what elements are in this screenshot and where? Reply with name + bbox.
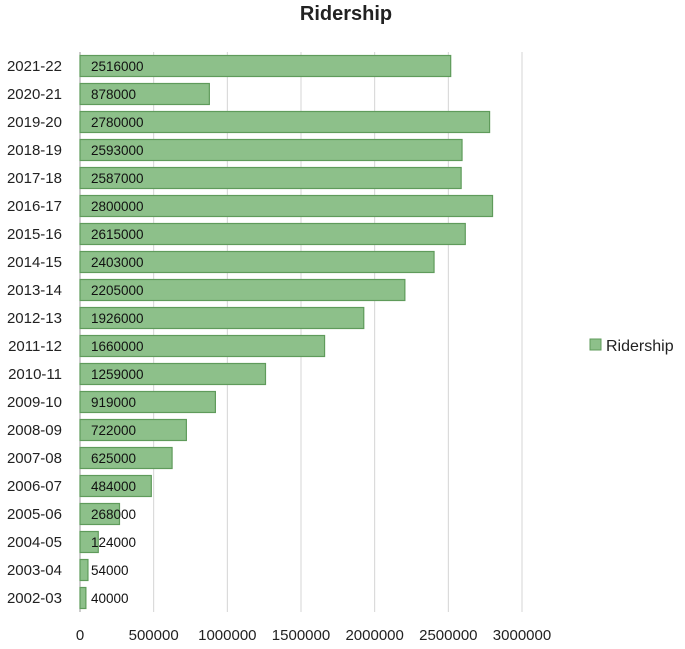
category-label: 2009-10 <box>7 394 62 411</box>
data-label: 1660000 <box>91 339 144 354</box>
gridlines <box>79 52 523 612</box>
bar <box>79 278 406 302</box>
x-tick-label: 3000000 <box>493 627 551 644</box>
category-label: 2012-13 <box>7 310 62 327</box>
data-label: 722000 <box>91 423 136 438</box>
bar <box>79 222 466 246</box>
data-label: 484000 <box>91 479 136 494</box>
x-tick-label: 500000 <box>129 627 179 644</box>
bar <box>79 418 187 442</box>
category-label: 2003-04 <box>7 562 62 579</box>
bar <box>79 502 121 526</box>
category-label: 2014-15 <box>7 254 62 271</box>
category-label: 2002-03 <box>7 590 62 607</box>
bar <box>79 474 152 498</box>
data-label: 40000 <box>91 591 129 606</box>
data-label: 625000 <box>91 451 136 466</box>
data-label: 2205000 <box>91 283 144 298</box>
bar <box>79 558 89 582</box>
data-label: 2516000 <box>91 59 144 74</box>
bar <box>79 306 365 330</box>
category-label: 2015-16 <box>7 226 62 243</box>
category-label: 2021-22 <box>7 58 62 75</box>
data-label: 2403000 <box>91 255 144 270</box>
category-label: 2018-19 <box>7 142 62 159</box>
data-label: 878000 <box>91 87 136 102</box>
data-label: 2615000 <box>91 227 144 242</box>
category-label: 2008-09 <box>7 422 62 439</box>
data-label: 268000 <box>91 507 136 522</box>
legend-swatch <box>589 338 602 351</box>
category-label: 2010-11 <box>8 366 62 383</box>
bar-group: 2516000 878000 2780000 2593000 2587000 280000… <box>79 54 494 610</box>
x-tick-label: 1000000 <box>198 627 256 644</box>
bar <box>79 54 452 78</box>
x-tick-label: 0 <box>76 627 84 644</box>
category-labels: 2021-22 2020-21 2019-20 2018-19 2017-18 2016-… <box>7 58 62 607</box>
x-tick-label: 1500000 <box>272 627 330 644</box>
bar <box>79 390 216 414</box>
data-label: 1259000 <box>91 367 144 382</box>
category-label: 2016-17 <box>7 198 62 215</box>
category-label: 2004-05 <box>7 534 62 551</box>
data-label: 919000 <box>91 395 136 410</box>
bar <box>79 334 326 358</box>
bar <box>79 82 210 106</box>
category-label: 2005-06 <box>7 506 62 523</box>
bar <box>79 194 494 218</box>
category-label: 2019-20 <box>7 114 62 131</box>
category-label: 2006-07 <box>7 478 62 495</box>
bar <box>79 446 173 470</box>
legend-label: Ridership <box>606 338 674 355</box>
bar <box>79 530 99 554</box>
data-label: 124000 <box>91 535 136 550</box>
data-label: 54000 <box>91 563 129 578</box>
data-label: 1926000 <box>91 311 144 326</box>
bar <box>79 250 435 274</box>
bar <box>79 138 463 162</box>
data-label: 2780000 <box>91 115 144 130</box>
category-label: 2011-12 <box>8 338 62 355</box>
x-tick-label: 2000000 <box>345 627 403 644</box>
bar <box>79 110 491 134</box>
data-label: 2587000 <box>91 171 144 186</box>
category-label: 2020-21 <box>7 86 62 103</box>
bar <box>79 586 87 610</box>
legend: Ridership <box>589 338 674 355</box>
data-label: 2593000 <box>91 143 144 158</box>
bar <box>79 362 267 386</box>
category-label: 2017-18 <box>7 170 62 187</box>
category-label: 2007-08 <box>7 450 62 467</box>
x-tick-label: 2500000 <box>419 627 477 644</box>
category-label: 2013-14 <box>7 282 62 299</box>
bar <box>79 166 462 190</box>
data-label: 2800000 <box>91 199 144 214</box>
chart-title: Ridership <box>300 3 392 25</box>
x-axis-tick-labels: 0 500000 1000000 1500000 2000000 2500000 30000… <box>76 627 551 644</box>
